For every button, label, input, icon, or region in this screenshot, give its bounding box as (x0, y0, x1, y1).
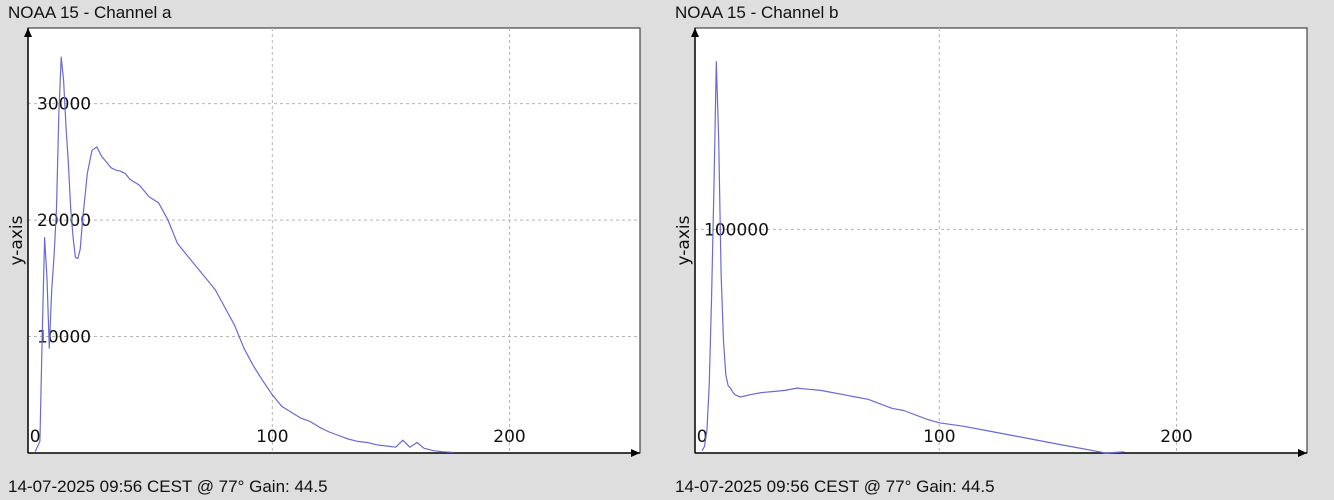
plot-area (694, 27, 1308, 454)
channel-b-title: NOAA 15 - Channel b (675, 3, 839, 22)
x-tick-label: 100 (923, 427, 955, 447)
x-tick-label: 200 (1160, 427, 1192, 447)
channel-b-footer: 14-07-2025 09:56 CEST @ 77° Gain: 44.5 (675, 477, 995, 496)
channel-b-panel: NOAA 15 - Channel b 0 100 200 100000 y-axis … (667, 0, 1334, 500)
x-tick-label: 200 (493, 427, 525, 447)
channel-a-panel: NOAA 15 - Channel a 0 100 200 10000 20000 300… (7, 3, 641, 496)
x-tick-label: 0 (697, 427, 708, 447)
x-tick-label: 100 (256, 427, 288, 447)
y-axis-arrow-icon (24, 28, 32, 37)
series-line (34, 56, 453, 453)
y-axis-arrow-icon (691, 28, 699, 37)
channel-a-chart: 0 100 200 10000 20000 30000 y-axis (7, 27, 641, 457)
x-tick-label: 0 (30, 427, 41, 447)
x-axis-arrow-icon (1298, 449, 1307, 457)
x-axis-arrow-icon (631, 449, 640, 457)
y-axis-label: y-axis (674, 215, 694, 265)
y-tick-label: 20000 (37, 211, 91, 231)
series-line (701, 60, 1125, 454)
y-tick-label: 30000 (37, 95, 91, 115)
y-axis-label: y-axis (7, 215, 27, 265)
y-tick-label: 10000 (37, 328, 91, 348)
channel-a-title: NOAA 15 - Channel a (8, 3, 172, 22)
plot-area (27, 27, 641, 454)
channel-a-footer: 14-07-2025 09:56 CEST @ 77° Gain: 44.5 (8, 477, 328, 496)
